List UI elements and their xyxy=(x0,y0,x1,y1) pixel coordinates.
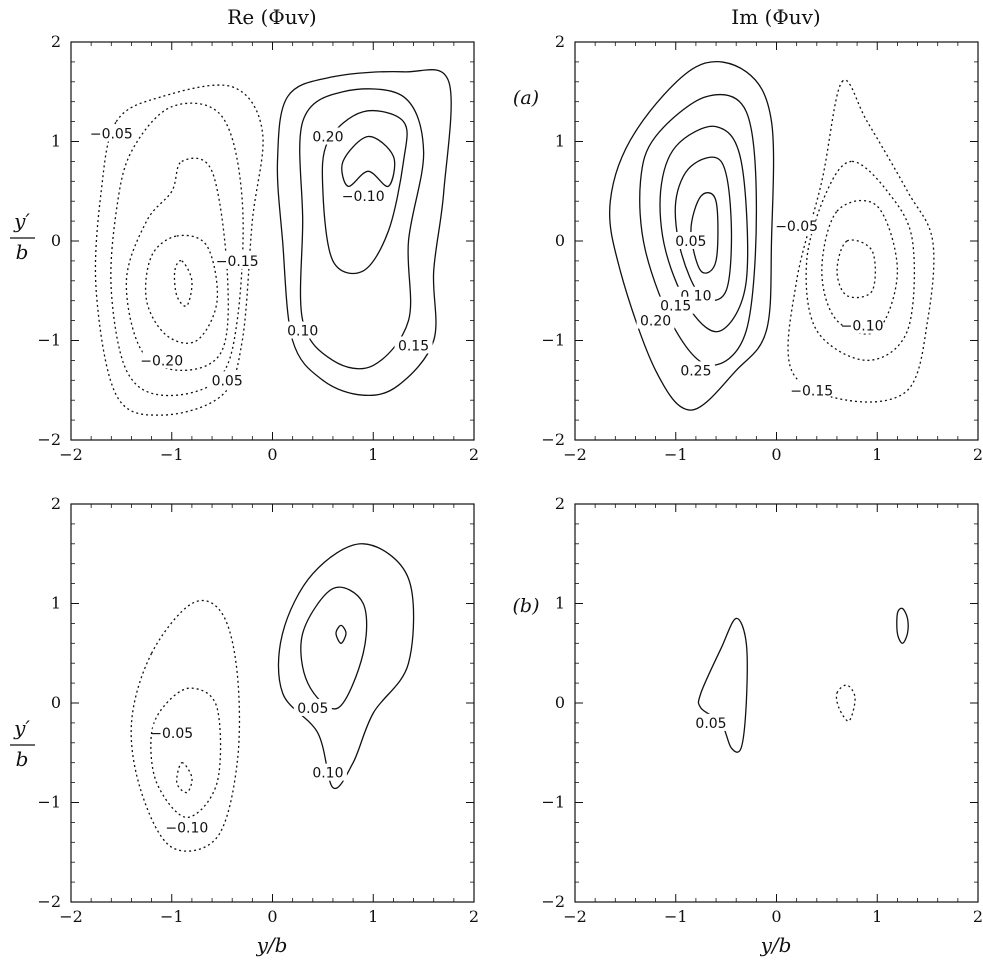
panel-b-im: −2 −1 0 1 2 −2 −1 0 1 2 0.05 xyxy=(541,494,983,926)
contour-label: 0.05 xyxy=(212,373,243,389)
contour-line xyxy=(177,763,192,793)
contour-line xyxy=(788,80,934,402)
x-tick-label: 1 xyxy=(872,907,882,926)
contour-label: −0.05 xyxy=(90,127,133,143)
panel-a-im: −2 −1 0 1 2−2−10120.050.100.150.200.25−0.05−… xyxy=(541,32,983,464)
y-tick-label: 1 xyxy=(555,594,565,613)
contour-label: 0.25 xyxy=(680,363,711,379)
contour-line xyxy=(675,157,731,300)
y-tick-label: −1 xyxy=(37,331,61,350)
contour-line xyxy=(146,235,218,343)
plot-frame xyxy=(575,42,978,440)
x-axis-label-left: y/b xyxy=(256,933,288,957)
panel-label-a: (a) xyxy=(513,87,539,109)
contour-label: −0.15 xyxy=(790,383,833,399)
x-tick-label: 0 xyxy=(771,907,781,926)
contour-line xyxy=(698,618,747,752)
y-axis-label-top: y′ b xyxy=(10,209,35,264)
contour-label: 0.10 xyxy=(312,766,343,782)
contour-line xyxy=(278,544,413,789)
contour-line xyxy=(174,261,192,307)
y-tick-label: 1 xyxy=(51,132,61,151)
x-tick-label: 0 xyxy=(771,445,781,464)
contour-label: 0.05 xyxy=(695,716,726,732)
y-axis-label-bottom-num: y′ xyxy=(13,716,30,740)
contour-label: 0.05 xyxy=(297,701,328,717)
panel-label-b: (b) xyxy=(513,595,540,617)
contour-label: −0.10 xyxy=(841,319,884,335)
y-tick-label: 0 xyxy=(51,693,61,712)
y-tick-label: −1 xyxy=(541,793,565,812)
panel-b-re: −2 −1 0 1 2 −2 −1 0 1 2 0.05 0.10 −0.05 −0.10 xyxy=(37,494,479,926)
y-tick-label: −2 xyxy=(37,892,61,911)
x-tick-label: −1 xyxy=(664,907,688,926)
y-tick-label: 1 xyxy=(51,594,61,613)
y-axis-label-top-den: b xyxy=(16,240,29,264)
y-tick-label: 0 xyxy=(555,693,565,712)
x-tick-label: 2 xyxy=(973,445,983,464)
contour-line xyxy=(837,240,875,298)
x-tick-label: 2 xyxy=(469,445,479,464)
contour-line xyxy=(822,201,898,334)
y-tick-label: 2 xyxy=(51,32,61,51)
contour-label: −0.10 xyxy=(342,189,385,205)
plot-frame xyxy=(575,504,978,902)
contour-label: −0.05 xyxy=(150,726,193,742)
x-tick-label: 1 xyxy=(368,907,378,926)
contour-label: −0.05 xyxy=(775,219,818,235)
contour-label: 0.20 xyxy=(640,314,671,330)
contour-line xyxy=(836,685,855,721)
y-tick-label: 1 xyxy=(555,132,565,151)
y-tick-label: −2 xyxy=(541,892,565,911)
contour-line xyxy=(151,688,221,817)
x-tick-label: 2 xyxy=(469,907,479,926)
contour-label: −0.15 xyxy=(216,254,259,270)
y-axis-label-bottom: y′ b xyxy=(10,716,35,771)
contour-line xyxy=(301,587,367,709)
contour-line xyxy=(342,136,395,186)
contour-label: 0.10 xyxy=(287,324,318,340)
contour-label: −0.20 xyxy=(140,353,183,369)
contour-line xyxy=(336,625,346,643)
contour-label: 0.20 xyxy=(312,130,343,146)
x-tick-label: 0 xyxy=(267,907,277,926)
plot-frame xyxy=(71,42,474,440)
y-tick-label: −1 xyxy=(37,793,61,812)
y-tick-label: 0 xyxy=(51,231,61,250)
x-tick-label: 2 xyxy=(973,907,983,926)
y-tick-label: −2 xyxy=(37,430,61,449)
x-tick-label: −2 xyxy=(563,445,587,464)
x-tick-label: 1 xyxy=(368,445,378,464)
y-tick-label: 0 xyxy=(555,231,565,250)
x-tick-label: 0 xyxy=(267,445,277,464)
x-tick-label: −2 xyxy=(59,907,83,926)
y-tick-label: 2 xyxy=(555,32,565,51)
x-axis-label-right: y/b xyxy=(760,933,792,957)
contour-label: 0.15 xyxy=(398,338,429,354)
col-title-im: Im (Φuv) xyxy=(731,5,820,29)
col-title-re: Re (Φuv) xyxy=(227,5,316,29)
x-tick-label: −1 xyxy=(160,445,184,464)
x-tick-label: −2 xyxy=(59,445,83,464)
y-tick-label: −1 xyxy=(541,331,565,350)
y-tick-label: 2 xyxy=(555,494,565,513)
contour-label: −0.10 xyxy=(165,820,208,836)
contour-label: 0.05 xyxy=(675,234,706,250)
y-axis-label-top-num: y′ xyxy=(13,209,30,233)
contour-line xyxy=(897,608,908,643)
y-tick-label: −2 xyxy=(541,430,565,449)
x-tick-label: 1 xyxy=(872,445,882,464)
y-tick-label: 2 xyxy=(51,494,61,513)
plot-frame xyxy=(71,504,474,902)
x-tick-label: −2 xyxy=(563,907,587,926)
x-tick-label: −1 xyxy=(160,907,184,926)
y-axis-label-bottom-den: b xyxy=(16,747,29,771)
panel-a-re: −2 −1 0 1 2 −2 −1 0 1 2 −0.05 −0.10 −0.15 −0.20 0.05 0.… xyxy=(37,32,479,464)
x-tick-label: −1 xyxy=(664,445,688,464)
